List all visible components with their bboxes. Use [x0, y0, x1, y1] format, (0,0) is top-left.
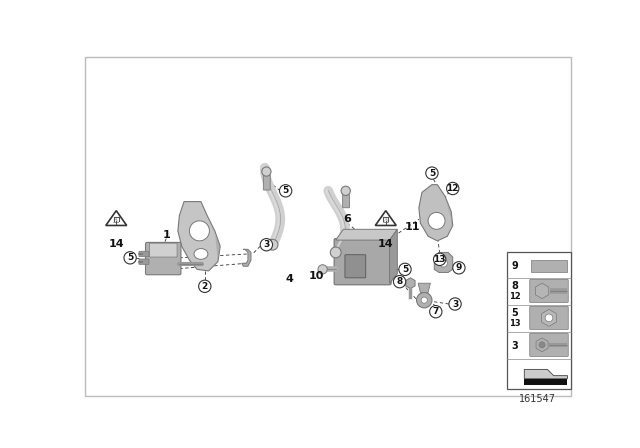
Text: 4: 4 — [285, 274, 293, 284]
Text: 8: 8 — [397, 277, 403, 286]
Text: 5: 5 — [512, 308, 518, 318]
Text: 1: 1 — [163, 230, 170, 240]
FancyBboxPatch shape — [334, 238, 391, 285]
Text: ⚠: ⚠ — [383, 218, 389, 224]
Text: 5: 5 — [282, 186, 289, 195]
Text: 14: 14 — [108, 239, 124, 249]
Text: 6: 6 — [343, 214, 351, 224]
Polygon shape — [336, 229, 397, 240]
Polygon shape — [419, 185, 452, 241]
Text: 3: 3 — [263, 240, 269, 249]
Circle shape — [198, 280, 211, 293]
Polygon shape — [106, 211, 127, 225]
Text: 3: 3 — [452, 300, 458, 309]
Polygon shape — [207, 215, 220, 271]
Polygon shape — [418, 283, 431, 293]
FancyBboxPatch shape — [139, 251, 149, 257]
Circle shape — [330, 247, 341, 258]
FancyBboxPatch shape — [530, 306, 568, 329]
Circle shape — [267, 239, 278, 250]
Text: 8: 8 — [511, 281, 518, 291]
FancyBboxPatch shape — [345, 255, 365, 278]
Circle shape — [426, 167, 438, 179]
Circle shape — [394, 276, 406, 288]
Text: 7: 7 — [433, 307, 439, 316]
Text: 161547: 161547 — [519, 394, 556, 404]
Text: 13: 13 — [433, 255, 446, 264]
Text: 12: 12 — [447, 184, 459, 193]
Circle shape — [452, 262, 465, 274]
Text: 10: 10 — [308, 271, 324, 280]
Text: 2: 2 — [202, 282, 208, 291]
Ellipse shape — [194, 249, 208, 259]
Circle shape — [280, 185, 292, 197]
FancyBboxPatch shape — [530, 280, 568, 302]
Text: ⚠: ⚠ — [113, 218, 120, 224]
Polygon shape — [445, 196, 452, 236]
FancyBboxPatch shape — [139, 259, 149, 264]
Circle shape — [417, 293, 432, 308]
Text: 13: 13 — [509, 319, 521, 328]
Circle shape — [189, 221, 209, 241]
Circle shape — [429, 306, 442, 318]
Text: 5: 5 — [127, 253, 133, 263]
Circle shape — [421, 297, 428, 303]
Circle shape — [433, 253, 446, 266]
Circle shape — [262, 167, 271, 176]
Polygon shape — [375, 211, 396, 225]
Circle shape — [545, 314, 553, 322]
Circle shape — [449, 298, 461, 310]
Polygon shape — [524, 370, 568, 379]
FancyBboxPatch shape — [508, 252, 572, 389]
Text: 11: 11 — [405, 222, 420, 232]
FancyBboxPatch shape — [145, 242, 181, 275]
Text: 14: 14 — [378, 239, 394, 249]
Circle shape — [447, 182, 459, 195]
Text: 5: 5 — [402, 265, 408, 274]
Polygon shape — [242, 250, 251, 266]
Text: 9: 9 — [456, 263, 462, 272]
Circle shape — [124, 252, 136, 264]
Text: 3: 3 — [512, 341, 518, 351]
FancyBboxPatch shape — [149, 243, 177, 257]
FancyBboxPatch shape — [263, 175, 270, 190]
Polygon shape — [531, 260, 568, 272]
Circle shape — [399, 263, 411, 276]
Text: 12: 12 — [509, 292, 521, 301]
Polygon shape — [390, 229, 397, 283]
Circle shape — [428, 212, 445, 229]
Circle shape — [539, 342, 545, 348]
Circle shape — [341, 186, 350, 195]
Polygon shape — [435, 252, 452, 272]
Circle shape — [260, 238, 273, 251]
FancyBboxPatch shape — [530, 333, 568, 356]
Circle shape — [440, 259, 447, 267]
Text: 5: 5 — [429, 168, 435, 177]
Polygon shape — [178, 202, 220, 271]
Circle shape — [318, 265, 327, 274]
FancyBboxPatch shape — [342, 195, 349, 208]
Text: 9: 9 — [512, 261, 518, 271]
